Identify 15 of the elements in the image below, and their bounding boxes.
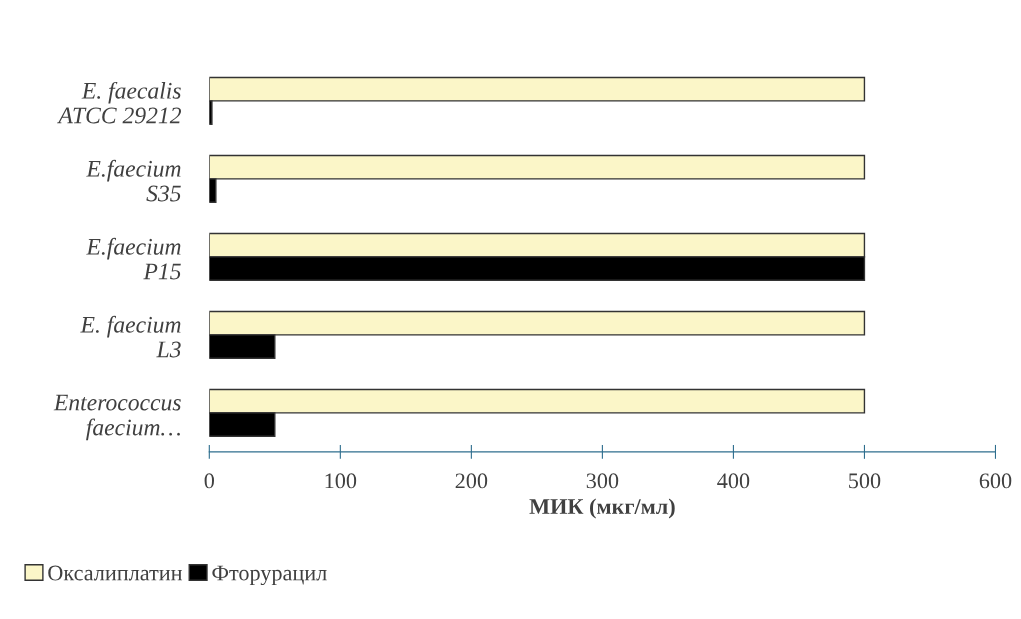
- y-tick-label: Enterococcus faecium…: [53, 394, 181, 441]
- x-tick-label: 400: [717, 473, 750, 489]
- legend-label: Фторурацил: [212, 565, 327, 586]
- y-tick-label: E. faecalis ATCC 29212: [57, 81, 182, 124]
- x-tick-label: 300: [586, 473, 619, 489]
- y-tick-label: E. faecium L3: [80, 315, 181, 358]
- x-tick-label: 600: [979, 473, 1012, 489]
- legend-label: Оксалиплатин: [48, 565, 183, 581]
- x-tick-label: 0: [204, 473, 215, 489]
- x-axis-title: МИК (мкг/мл): [529, 498, 675, 519]
- x-tick-label: 500: [849, 473, 881, 489]
- y-tick-label: E.faecium S35: [86, 159, 181, 202]
- y-tick-label: E.faecium P15: [86, 237, 181, 280]
- x-tick-label: 100: [325, 473, 357, 489]
- x-tick-label: 200: [455, 473, 488, 489]
